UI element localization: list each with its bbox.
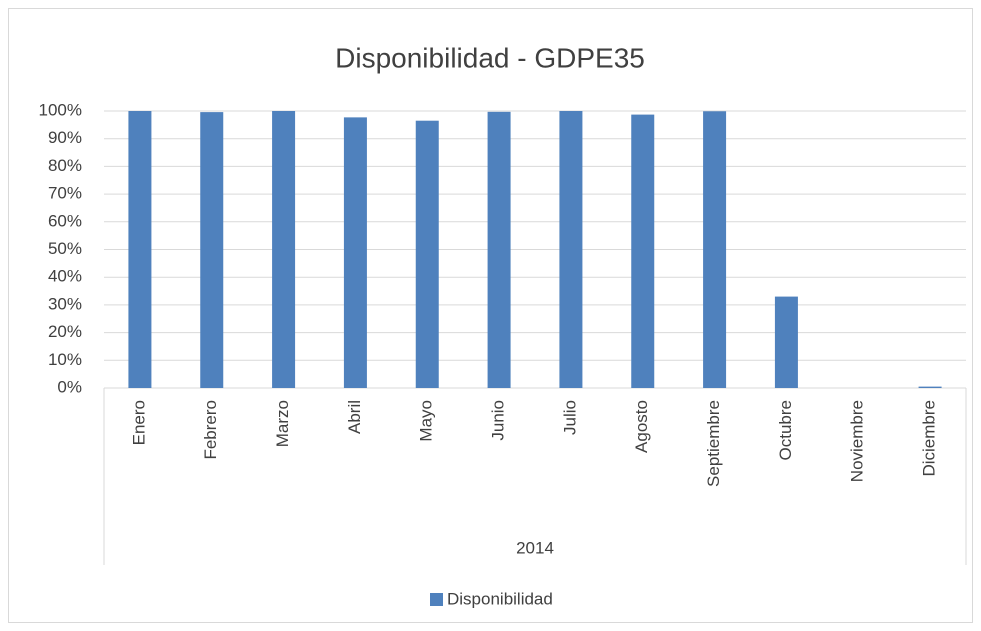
bar	[774, 296, 798, 388]
bar	[487, 111, 511, 389]
x-tick-label: Octubre	[776, 400, 795, 460]
legend-label: Disponibilidad	[447, 589, 553, 608]
y-tick-label: 10%	[48, 350, 82, 369]
x-tick-label: Marzo	[273, 400, 292, 447]
bar	[415, 120, 439, 388]
category-group-label: 2014	[516, 538, 554, 557]
x-tick-label: Mayo	[417, 400, 436, 442]
y-tick-label: 20%	[48, 322, 82, 341]
x-tick-label: Noviembre	[848, 400, 867, 482]
y-tick-label: 0%	[57, 377, 82, 396]
y-tick-label: 100%	[39, 100, 82, 119]
x-tick-label: Julio	[560, 400, 579, 435]
x-tick-label: Diciembre	[920, 400, 939, 477]
y-tick-label: 80%	[48, 156, 82, 175]
y-tick-label: 70%	[48, 184, 82, 203]
x-tick-label: Enero	[129, 400, 148, 445]
bar	[128, 111, 152, 388]
bar	[918, 386, 942, 388]
bar	[631, 114, 655, 388]
legend-swatch	[430, 593, 443, 606]
y-tick-label: 30%	[48, 294, 82, 313]
x-tick-label: Agosto	[632, 400, 651, 453]
x-tick-label: Junio	[489, 400, 508, 441]
bar	[343, 117, 367, 388]
y-tick-label: 90%	[48, 128, 82, 147]
chart-title: Disponibilidad - GDPE35	[335, 42, 645, 73]
y-tick-label: 60%	[48, 211, 82, 230]
x-tick-label: Septiembre	[704, 400, 723, 487]
bar	[272, 111, 296, 388]
bar	[703, 111, 727, 388]
x-tick-label: Febrero	[201, 400, 220, 460]
x-tick-label: Abril	[345, 400, 364, 434]
y-tick-label: 50%	[48, 239, 82, 258]
bar	[559, 111, 583, 388]
y-tick-label: 40%	[48, 267, 82, 286]
bar	[200, 112, 224, 388]
